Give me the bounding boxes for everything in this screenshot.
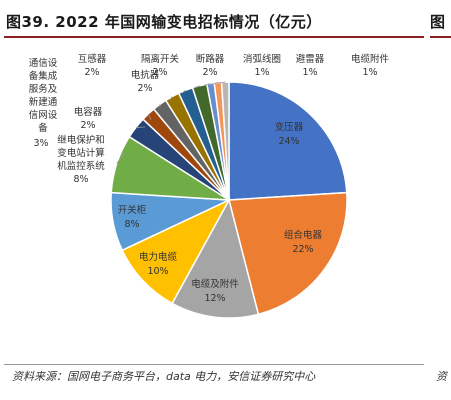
slice-label-15: 电缆附件 1% xyxy=(351,53,390,78)
next-figure-title-fragment: 图 xyxy=(430,13,446,31)
slice-label-1: 变压器 24% xyxy=(275,121,304,147)
leader-line-15 xyxy=(217,81,226,84)
leader-line-10 xyxy=(169,96,173,101)
title-bar: 图39. 2022 年国网输变电招标情况（亿元） xyxy=(4,6,424,38)
source-divider xyxy=(4,364,424,365)
chart-title: 图39. 2022 年国网输变电招标情况（亿元） xyxy=(6,13,322,31)
pie-slice-3 xyxy=(171,197,260,319)
source-note: 资料来源：国网电子商务平台，data 电力，安信证券研究中心 xyxy=(12,370,316,383)
slice-labels: 变压器 24% 组合电器 22% 电缆及附件 12% 电力电缆 10% 开关柜 8% 继电保护和变电… xyxy=(29,53,390,304)
slice-label-14: 避雷器 1% xyxy=(296,53,325,78)
slice-label-3: 电缆及附件 12% xyxy=(191,278,239,304)
pie-slice-4 xyxy=(121,198,231,305)
slice-label-13: 消弧线圈 1% xyxy=(243,53,281,78)
slice-label-8: 电容器 2% xyxy=(74,106,103,131)
leader-line-12 xyxy=(193,85,200,89)
slice-label-12: 断路器 2% xyxy=(196,53,225,78)
pie-slice-1 xyxy=(228,81,348,201)
next-figure-divider xyxy=(430,36,451,38)
leader-line-11 xyxy=(181,89,186,94)
slice-label-10: 电抗器 2% xyxy=(131,69,160,94)
slice-label-6: 继电保护和变电站计算机监控系统 8% xyxy=(57,134,105,185)
slice-label-9: 互感器 2% xyxy=(78,53,107,78)
leader-line-7 xyxy=(135,126,146,129)
pie-chart: 变压器 24% 组合电器 22% 电缆及附件 12% 电力电缆 10% 开关柜 8% 继电保护和变电… xyxy=(29,53,390,319)
slice-label-4: 电力电缆 10% xyxy=(139,251,178,277)
next-figure-source-fragment: 资 xyxy=(436,370,447,383)
leader-line-6 xyxy=(116,151,126,164)
slice-label-7: 通信设备集成服务及新建通信网设备 3% xyxy=(29,57,58,149)
slice-label-2: 组合电器 22% xyxy=(284,229,323,255)
leader-line-14 xyxy=(211,82,218,85)
title-divider xyxy=(4,36,424,38)
pie-slice-2 xyxy=(228,191,348,316)
leader-lines xyxy=(116,81,226,164)
leader-line-13 xyxy=(204,83,211,86)
leader-line-8 xyxy=(147,113,152,121)
slice-label-5: 开关柜 8% xyxy=(118,204,147,230)
slice-label-11: 隔离开关 2% xyxy=(141,53,180,78)
